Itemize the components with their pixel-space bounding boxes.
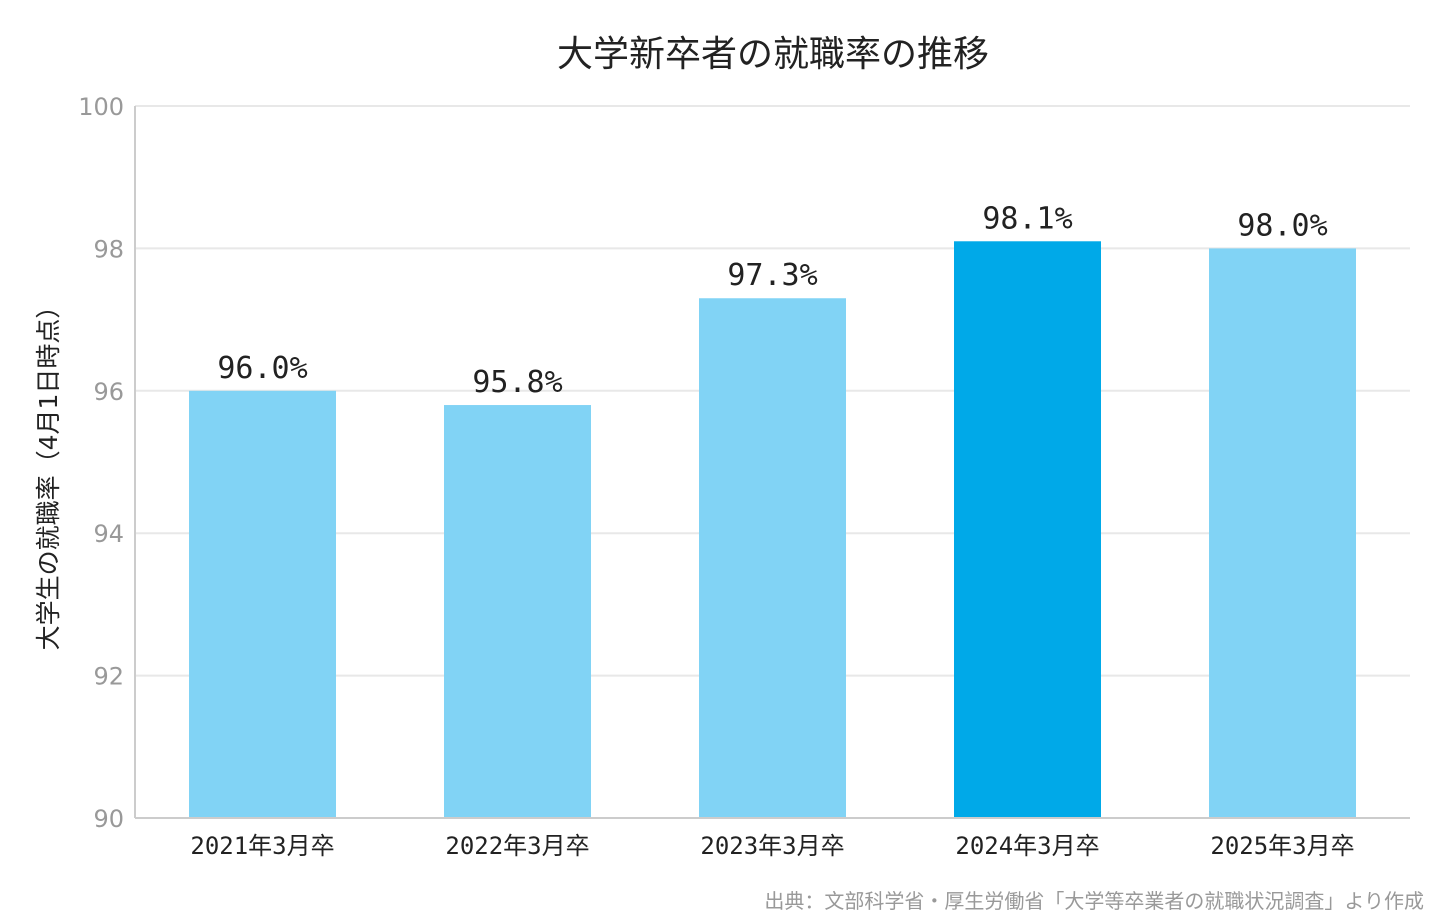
- x-tick-label: 2023年3月卒: [700, 832, 844, 860]
- bars: [189, 241, 1356, 818]
- x-tick-label: 2024年3月卒: [955, 832, 1099, 860]
- source-note: 出典：文部科学省・厚生労働省「大学等卒業者の就職状況調査」より作成: [764, 889, 1424, 913]
- data-label: 95.8%: [472, 365, 562, 400]
- bar: [954, 241, 1101, 818]
- y-tick-label: 90: [93, 805, 124, 833]
- y-axis-label: 大学生の就職率（4月1日時点）: [34, 294, 63, 651]
- bar: [189, 390, 336, 818]
- data-label: 98.1%: [982, 201, 1072, 236]
- data-label: 96.0%: [217, 351, 307, 386]
- y-tick-label: 100: [78, 93, 124, 121]
- y-tick-label: 92: [93, 663, 124, 691]
- data-label: 98.0%: [1237, 208, 1327, 243]
- x-axis-ticks: 2021年3月卒 2022年3月卒 2023年3月卒 2024年3月卒 2025年3月卒: [190, 832, 1354, 860]
- data-label: 97.3%: [727, 258, 817, 293]
- bar: [1209, 248, 1356, 818]
- y-tick-label: 98: [93, 235, 124, 263]
- x-tick-label: 2022年3月卒: [445, 832, 589, 860]
- x-tick-label: 2025年3月卒: [1210, 832, 1354, 860]
- y-tick-label: 94: [93, 520, 124, 548]
- y-tick-label: 96: [93, 378, 124, 406]
- bar: [699, 298, 846, 818]
- bar: [444, 405, 591, 818]
- y-axis-ticks: 90 92 94 96 98 100: [78, 93, 124, 833]
- data-labels: 96.0% 95.8% 97.3% 98.1% 98.0%: [217, 201, 1327, 400]
- x-tick-label: 2021年3月卒: [190, 832, 334, 860]
- chart-title: 大学新卒者の就職率の推移: [557, 34, 989, 75]
